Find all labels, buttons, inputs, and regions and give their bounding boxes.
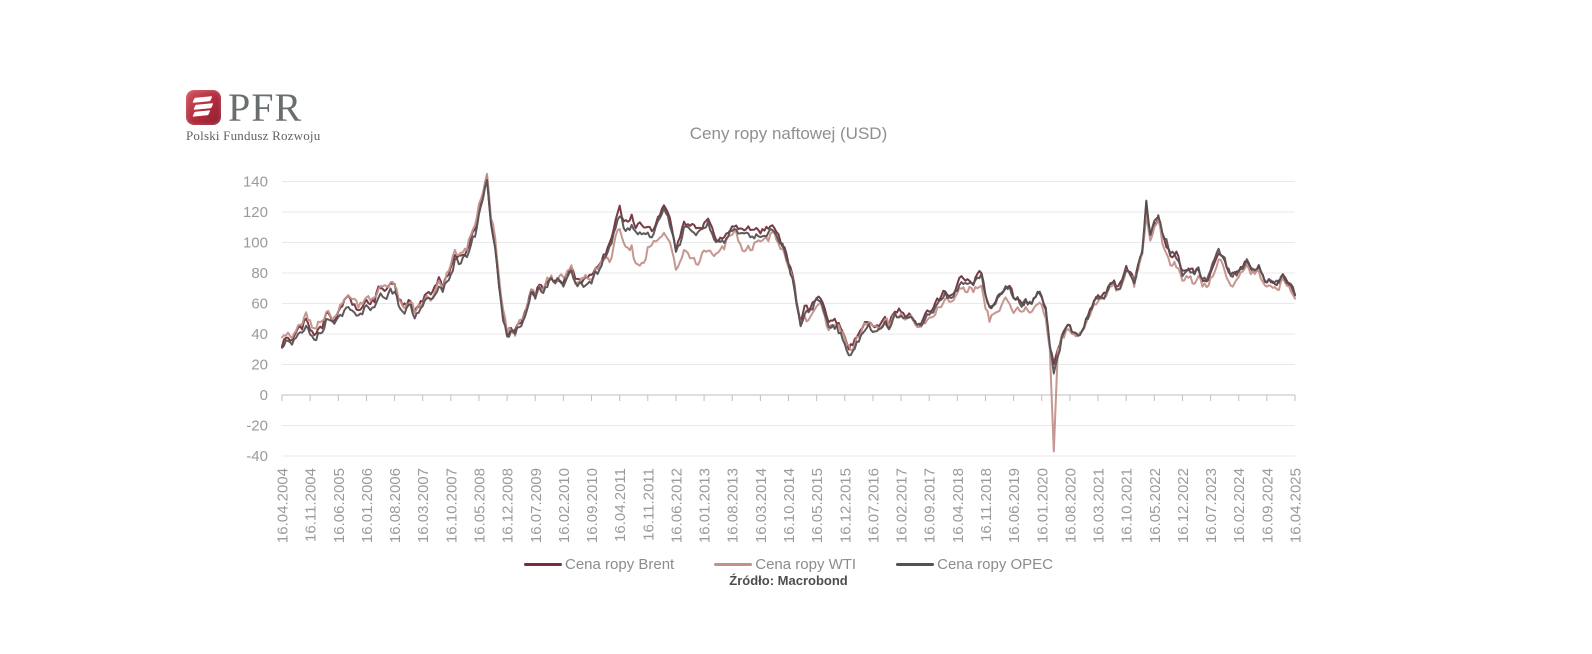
legend-label-wti: Cena ropy WTI (755, 556, 857, 573)
chart-legend: Cena ropy Brent Cena ropy WTI Cena ropy … (282, 556, 1295, 573)
svg-text:16.04.2025: 16.04.2025 (1288, 468, 1305, 543)
legend-label-opec: Cena ropy OPEC (937, 556, 1053, 573)
svg-text:60: 60 (251, 296, 268, 313)
pfr-logo-subtitle: Polski Fundusz Rozwoju (186, 128, 321, 143)
svg-text:16.03.2021: 16.03.2021 (1091, 468, 1108, 543)
svg-text:80: 80 (251, 265, 268, 282)
pfr-flag-icon (186, 90, 221, 125)
svg-text:16.08.2006: 16.08.2006 (387, 468, 404, 543)
pfr-logo-text: PFR (228, 85, 303, 130)
svg-text:20: 20 (251, 357, 268, 374)
chart-title: Ceny ropy naftowej (USD) (689, 124, 888, 143)
svg-text:16.07.2016: 16.07.2016 (865, 468, 882, 543)
svg-text:140: 140 (243, 174, 268, 191)
svg-text:16.08.2020: 16.08.2020 (1062, 468, 1079, 543)
svg-text:16.08.2013: 16.08.2013 (725, 468, 742, 543)
svg-text:16.03.2007: 16.03.2007 (415, 468, 432, 543)
pfr-logo: PFR Polski Fundusz Rozwoju (186, 85, 321, 144)
svg-text:16.09.2010: 16.09.2010 (584, 468, 601, 543)
svg-text:16.12.2015: 16.12.2015 (837, 468, 854, 543)
svg-text:16.04.2004: 16.04.2004 (275, 468, 292, 543)
legend-label-brent: Cena ropy Brent (565, 556, 675, 573)
svg-text:16.04.2011: 16.04.2011 (612, 468, 629, 542)
svg-text:16.04.2018: 16.04.2018 (950, 468, 967, 543)
svg-text:120: 120 (243, 204, 268, 221)
wti-line-swatch (714, 562, 753, 567)
svg-text:16.03.2014: 16.03.2014 (753, 468, 770, 543)
svg-text:16.12.2022: 16.12.2022 (1175, 468, 1192, 543)
svg-text:16.07.2023: 16.07.2023 (1203, 468, 1220, 543)
svg-text:16.02.2010: 16.02.2010 (556, 468, 573, 543)
svg-text:16.06.2012: 16.06.2012 (668, 468, 685, 543)
svg-text:16.01.2020: 16.01.2020 (1034, 468, 1051, 543)
svg-text:16.05.2015: 16.05.2015 (809, 468, 826, 543)
svg-text:16.10.2007: 16.10.2007 (443, 468, 460, 543)
svg-text:16.12.2008: 16.12.2008 (500, 468, 517, 543)
svg-text:16.10.2021: 16.10.2021 (1119, 468, 1136, 543)
svg-text:16.01.2013: 16.01.2013 (697, 468, 714, 543)
svg-text:16.11.2004: 16.11.2004 (303, 468, 320, 542)
svg-text:16.02.2017: 16.02.2017 (894, 468, 911, 543)
legend-item-brent: Cena ropy Brent (524, 556, 674, 573)
brent-line-swatch (524, 562, 562, 567)
svg-text:16.11.2011: 16.11.2011 (640, 468, 657, 541)
svg-text:16.07.2009: 16.07.2009 (528, 468, 545, 543)
svg-text:16.09.2024: 16.09.2024 (1259, 468, 1276, 543)
svg-text:16.06.2019: 16.06.2019 (1006, 468, 1023, 543)
svg-text:16.05.2022: 16.05.2022 (1147, 468, 1164, 543)
svg-text:16.09.2017: 16.09.2017 (922, 468, 939, 543)
svg-text:16.05.2008: 16.05.2008 (471, 468, 488, 543)
svg-text:40: 40 (251, 326, 268, 343)
svg-text:0: 0 (260, 387, 268, 404)
svg-text:16.01.2006: 16.01.2006 (359, 468, 376, 543)
svg-text:16.11.2018: 16.11.2018 (978, 468, 995, 542)
svg-text:16.06.2005: 16.06.2005 (331, 468, 348, 543)
legend-item-opec: Cena ropy OPEC (896, 556, 1053, 573)
chart-source: Źródło: Macrobond (729, 573, 848, 588)
legend-item-wti: Cena ropy WTI (714, 556, 856, 573)
svg-text:16.02.2024: 16.02.2024 (1231, 468, 1248, 543)
opec-line-swatch (896, 562, 935, 567)
svg-text:16.10.2014: 16.10.2014 (781, 468, 798, 543)
svg-text:-40: -40 (246, 448, 268, 465)
svg-text:100: 100 (243, 235, 268, 252)
svg-text:-20: -20 (246, 418, 268, 435)
